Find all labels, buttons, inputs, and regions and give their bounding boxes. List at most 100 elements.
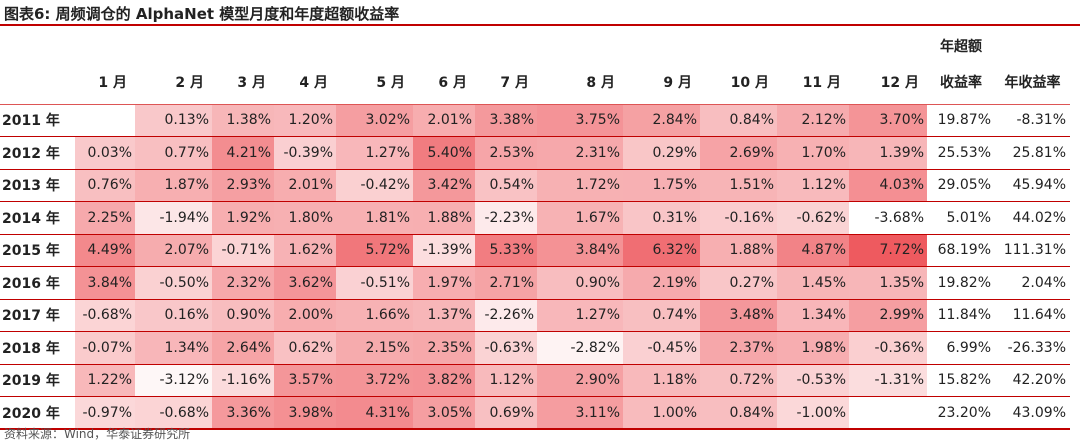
column-header: 4 月: [299, 74, 328, 91]
month-cell: 3.62%: [274, 266, 336, 300]
month-cell: 2.31%: [537, 136, 623, 170]
month-cell: 1.66%: [336, 299, 413, 332]
month-cell: 5.72%: [336, 234, 413, 267]
month-cell: -3.12%: [135, 364, 212, 397]
annual-return-cell: -8.31%: [995, 104, 1070, 137]
source-note: 资料来源：Wind，华泰证券研究所: [4, 427, 191, 441]
month-cell: 1.35%: [849, 266, 927, 300]
row-label: 2012 年: [0, 136, 75, 170]
month-cell: -0.71%: [212, 234, 274, 267]
annual-return-cell: 44.02%: [995, 201, 1070, 235]
month-cell: 1.88%: [413, 201, 475, 235]
month-cell: 1.72%: [537, 169, 623, 202]
month-cell: 2.12%: [777, 104, 849, 137]
month-cell: 1.67%: [537, 201, 623, 235]
excess-return-cell: 15.82%: [927, 364, 995, 397]
month-cell: 1.39%: [849, 136, 927, 170]
column-header: 12 月: [880, 74, 919, 91]
month-cell: 1.92%: [212, 201, 274, 235]
month-cell: -0.53%: [777, 364, 849, 397]
table-row: 2013 年 0.76% 1.87% 2.93% 2.01% -0.42% 3.42% 0.5…: [0, 169, 1070, 202]
month-cell: 1.20%: [274, 104, 336, 137]
month-cell: -0.62%: [777, 201, 849, 235]
month-cell: -1.94%: [135, 201, 212, 235]
month-cell: -1.00%: [777, 396, 849, 430]
annual-return-cell: -26.33%: [995, 331, 1070, 365]
month-cell: 0.69%: [475, 396, 537, 430]
month-cell: 2.53%: [475, 136, 537, 170]
month-cell: 2.35%: [413, 331, 475, 365]
month-cell: 0.16%: [135, 299, 212, 332]
table-row: 2014 年 2.25% -1.94% 1.92% 1.80% 1.81% 1.88% -2.…: [0, 201, 1070, 235]
row-label: 2016 年: [0, 266, 75, 300]
month-cell: 1.88%: [700, 234, 777, 267]
column-header: 10 月: [730, 74, 769, 91]
row-label: 2017 年: [0, 299, 75, 332]
month-cell: 2.32%: [212, 266, 274, 300]
month-cell: 0.76%: [75, 169, 135, 202]
annual-return-cell: 25.81%: [995, 136, 1070, 170]
annual-return-cell: 45.94%: [995, 169, 1070, 202]
month-cell: 4.49%: [75, 234, 135, 267]
month-cell: 3.84%: [537, 234, 623, 267]
excess-return-cell: 25.53%: [927, 136, 995, 170]
month-cell: -0.07%: [75, 331, 135, 365]
annual-return-cell: 111.31%: [995, 234, 1070, 267]
month-cell: 2.19%: [623, 266, 700, 300]
month-cell: 2.15%: [336, 331, 413, 365]
month-cell: 1.97%: [413, 266, 475, 300]
corner-cell: [0, 60, 75, 104]
excess-return-cell: 68.19%: [927, 234, 995, 267]
month-cell: 3.84%: [75, 266, 135, 300]
month-cell: 1.45%: [777, 266, 849, 300]
month-cell: 1.34%: [135, 331, 212, 365]
table-row: 2020 年 -0.97% -0.68% 3.36% 3.98% 4.31% 3.05% 0.…: [0, 396, 1070, 430]
month-cell: 0.03%: [75, 136, 135, 170]
row-label: 2011 年: [0, 104, 75, 137]
annual-return-cell: 43.09%: [995, 396, 1070, 430]
month-cell: 3.02%: [336, 104, 413, 137]
month-cell: -0.16%: [700, 201, 777, 235]
month-cell: 1.12%: [777, 169, 849, 202]
header-row: 1 月 2 月 3 月 4 月 5 月 6 月 7 月 8 月 9 月 10 月…: [0, 60, 1070, 104]
month-cell: 1.18%: [623, 364, 700, 397]
column-header: 3 月: [237, 74, 266, 91]
month-cell: -2.26%: [475, 299, 537, 332]
title-bar: 图表6: 周频调仓的 AlphaNet 模型月度和年度超额收益率: [0, 0, 1080, 26]
month-cell: 3.48%: [700, 299, 777, 332]
annual-return-cell: 42.20%: [995, 364, 1070, 397]
month-cell: 1.37%: [413, 299, 475, 332]
month-cell: 3.75%: [537, 104, 623, 137]
month-cell: 5.33%: [475, 234, 537, 267]
annual-return-cell: 2.04%: [995, 266, 1070, 300]
column-header: 11 月: [802, 74, 841, 91]
month-cell: -0.42%: [336, 169, 413, 202]
month-cell: 2.00%: [274, 299, 336, 332]
month-cell: -3.68%: [849, 201, 927, 235]
month-cell: 4.21%: [212, 136, 274, 170]
summary-top-label: 年超额: [940, 39, 982, 55]
row-label: 2019 年: [0, 364, 75, 397]
month-cell: 0.77%: [135, 136, 212, 170]
month-cell: 0.62%: [274, 331, 336, 365]
month-cell: -1.31%: [849, 364, 927, 397]
excess-return-cell: 19.82%: [927, 266, 995, 300]
month-cell: 1.00%: [623, 396, 700, 430]
month-cell: 1.27%: [336, 136, 413, 170]
month-cell: -0.39%: [274, 136, 336, 170]
column-header: 1 月: [98, 74, 127, 91]
month-cell: 3.11%: [537, 396, 623, 430]
figure-title: 图表6: 周频调仓的 AlphaNet 模型月度和年度超额收益率: [4, 5, 400, 23]
column-header: 8 月: [586, 74, 615, 91]
month-cell: 0.72%: [700, 364, 777, 397]
month-cell: 5.40%: [413, 136, 475, 170]
month-cell: 1.38%: [212, 104, 274, 137]
month-cell: 0.84%: [700, 396, 777, 430]
month-cell: 0.29%: [623, 136, 700, 170]
month-cell: 1.75%: [623, 169, 700, 202]
month-cell: 1.70%: [777, 136, 849, 170]
month-cell: 2.25%: [75, 201, 135, 235]
table-row: 2017 年 -0.68% 0.16% 0.90% 2.00% 1.66% 1.37% -2.…: [0, 299, 1070, 332]
month-cell: 4.87%: [777, 234, 849, 267]
month-cell: -0.68%: [135, 396, 212, 430]
